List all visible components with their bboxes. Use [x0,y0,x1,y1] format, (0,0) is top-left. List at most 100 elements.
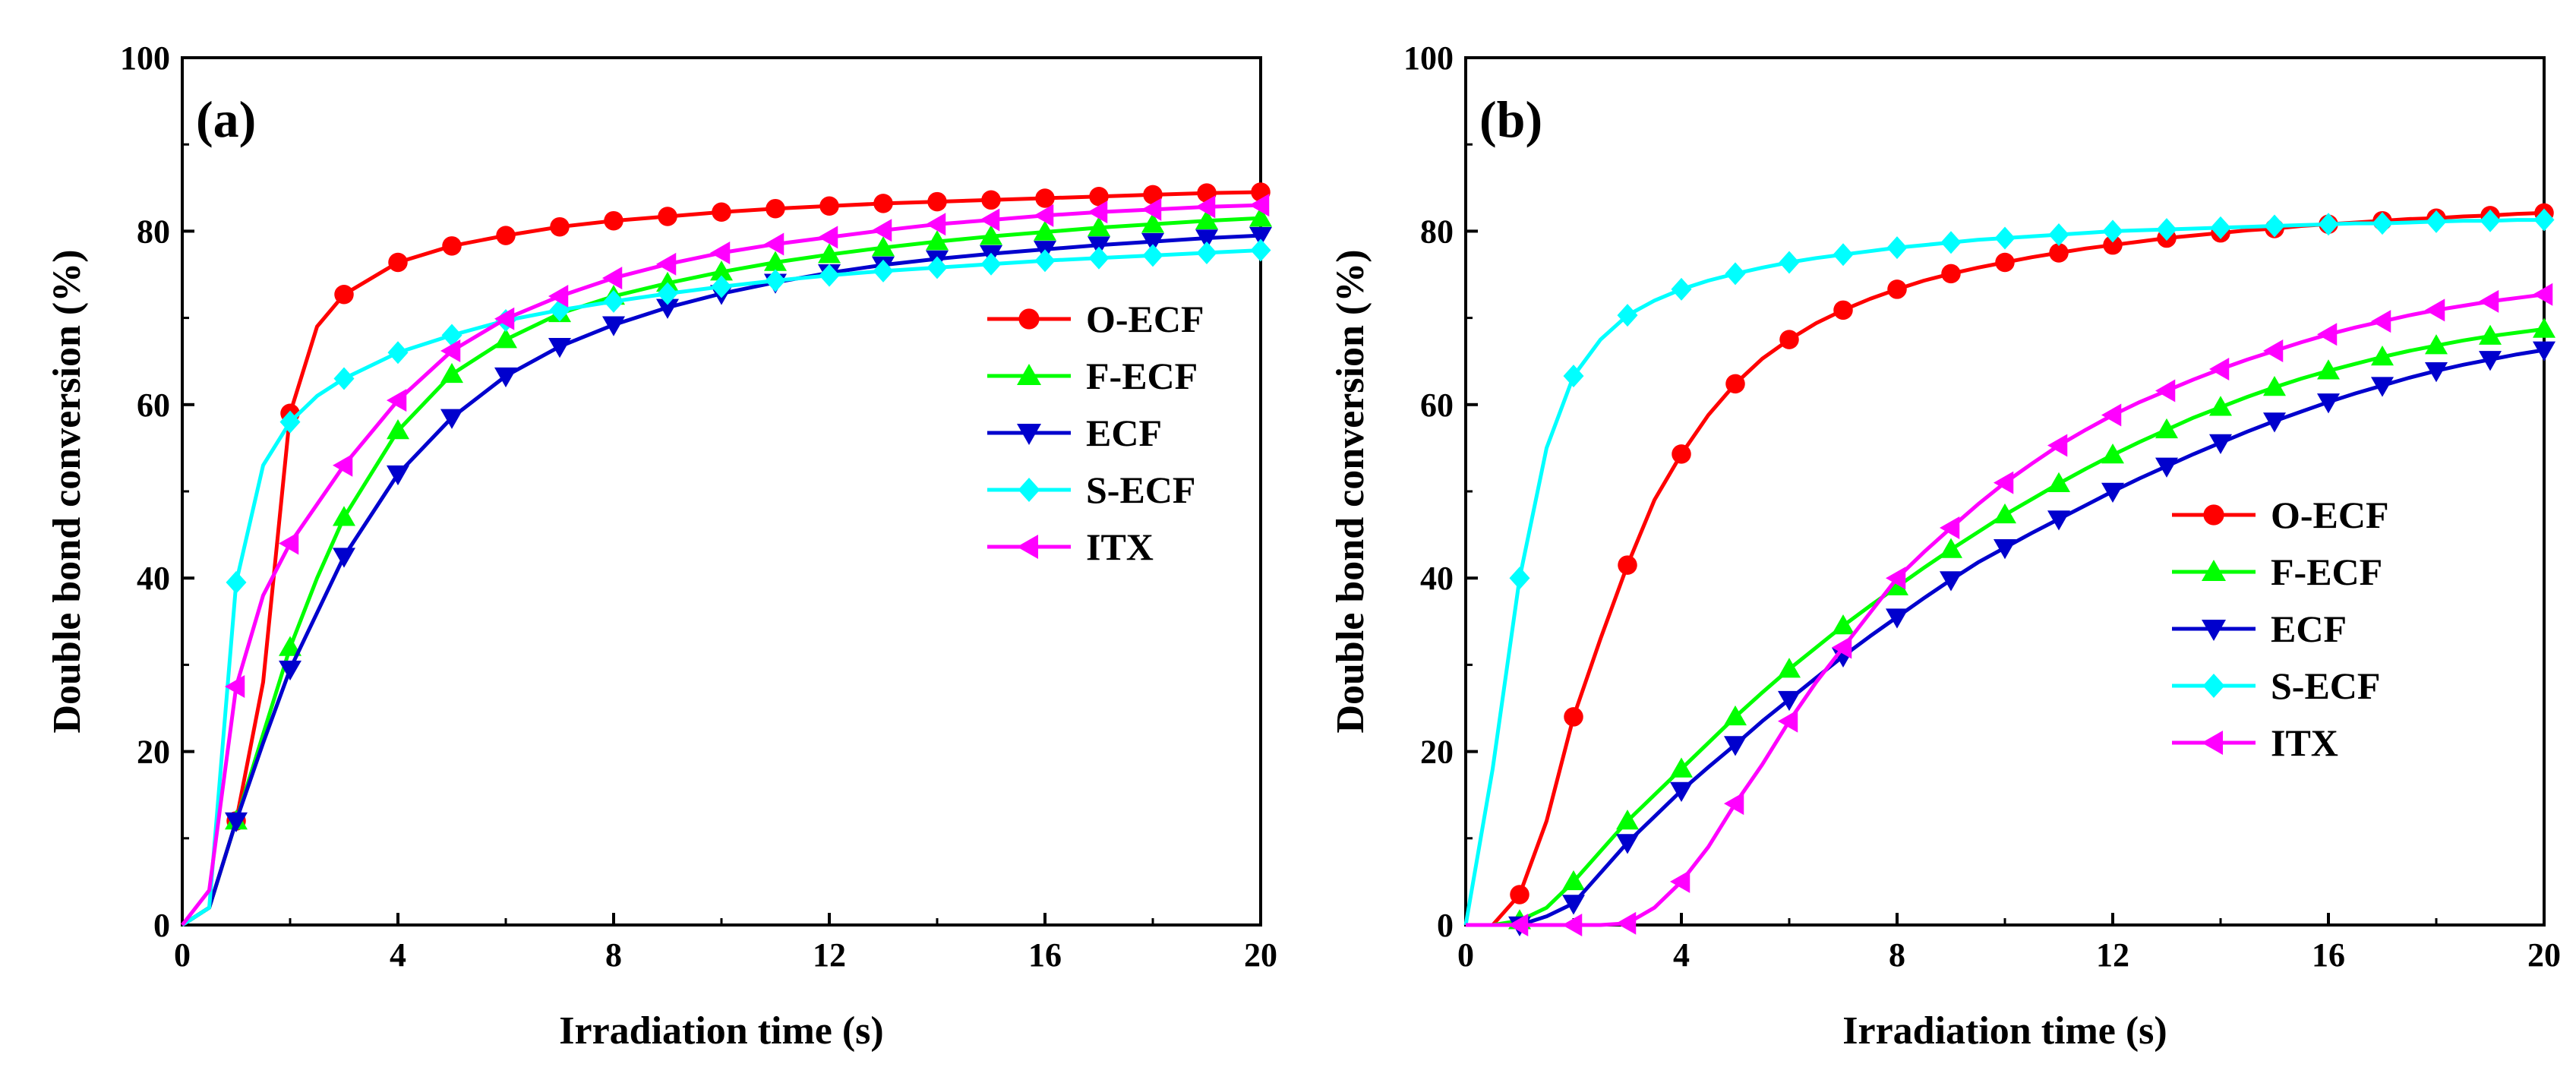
series-ecf [1466,341,2555,936]
data-point [494,367,517,388]
legend-item: F-ECF [987,355,1198,397]
legend-label: ECF [1086,412,1162,454]
legend-label: ITX [1086,526,1154,568]
legend-marker [2202,620,2226,641]
data-point [873,259,894,283]
data-point [872,236,895,257]
data-point [1563,365,1584,388]
data-point [2101,444,2124,464]
legend-item: S-ECF [2172,665,2380,707]
legend-marker [1018,308,1040,330]
data-point [1725,262,1746,286]
y-tick-label: 60 [1420,387,1454,424]
data-point [2479,289,2499,313]
data-point [2155,379,2176,403]
data-point [1616,809,1639,830]
data-point [2479,324,2502,345]
data-point [1141,197,1162,221]
y-tick-label: 100 [1403,39,1454,77]
data-point [602,267,623,290]
data-point [2209,357,2230,380]
legend-marker [1017,364,1041,385]
data-point [926,213,946,236]
data-point [1779,330,1799,349]
data-point [1509,567,1530,590]
data-point [1195,195,1216,219]
data-point [818,243,841,264]
data-point [2155,457,2178,478]
data-point [494,307,515,330]
data-point [1034,204,1054,227]
legend-marker [1017,535,1038,559]
data-point [2263,375,2286,396]
data-point [1088,200,1108,224]
data-point [2533,208,2555,232]
data-point [1196,241,1217,264]
y-tick-label: 20 [1420,734,1454,771]
data-point [279,410,301,434]
data-point [1670,870,1690,893]
data-point [1778,658,1801,678]
data-point [1510,885,1530,904]
data-point [387,389,407,412]
data-point [387,341,409,365]
y-tick-label: 0 [1437,907,1454,944]
data-point [1886,236,1908,260]
data-point [1940,516,1960,539]
data-point [1724,792,1744,816]
y-tick-label: 80 [1420,213,1454,250]
data-point [980,208,1000,232]
data-point [387,419,409,440]
data-point [818,226,838,249]
data-point [550,216,570,237]
data-point [2101,482,2124,503]
data-point [1141,213,1164,233]
data-point [2048,223,2069,246]
plot-frame [1464,56,2546,927]
data-point [1778,709,1798,733]
legend-marker [2203,504,2224,526]
data-point [494,328,517,349]
y-tick-label: 80 [137,213,170,250]
data-point [333,453,353,477]
data-point [1195,209,1218,229]
y-tick-label: 0 [153,907,170,944]
series-itx [181,194,1270,927]
data-point [1724,705,1747,726]
legend-label: S-ECF [1086,469,1195,511]
data-point [1940,538,1962,558]
data-point [2425,362,2448,383]
x-axis-title: Irradiation time (s) [1842,1009,2167,1053]
data-point [334,285,354,305]
data-point [2102,219,2123,243]
data-point [819,264,840,287]
x-tick-label: 8 [605,936,622,974]
data-point [548,285,569,308]
y-tick-label: 100 [120,39,170,77]
legend-item: S-ECF [987,469,1195,511]
data-point [1832,636,1852,659]
data-point [225,812,248,832]
data-point [1887,279,1907,299]
series-line [181,248,1261,927]
x-axis-title: Irradiation time (s) [559,1009,883,1053]
data-point [2479,351,2502,371]
data-point [1940,571,1962,592]
data-point [1994,471,2014,494]
x-tick-label: 12 [813,936,846,974]
data-point [2264,214,2285,238]
data-point [279,636,301,656]
data-point [1034,220,1056,241]
data-point [440,339,461,362]
data-point [2317,359,2340,380]
panel-label: (a) [196,90,256,148]
y-tick-label: 60 [137,387,170,424]
data-point [1035,188,1055,208]
legend-marker [1018,478,1040,502]
data-point [1995,252,2015,273]
legend-label: O-ECF [2271,494,2389,536]
data-point [1778,690,1801,712]
data-point [1994,503,2016,524]
data-point [333,506,355,526]
data-point [2533,283,2553,306]
